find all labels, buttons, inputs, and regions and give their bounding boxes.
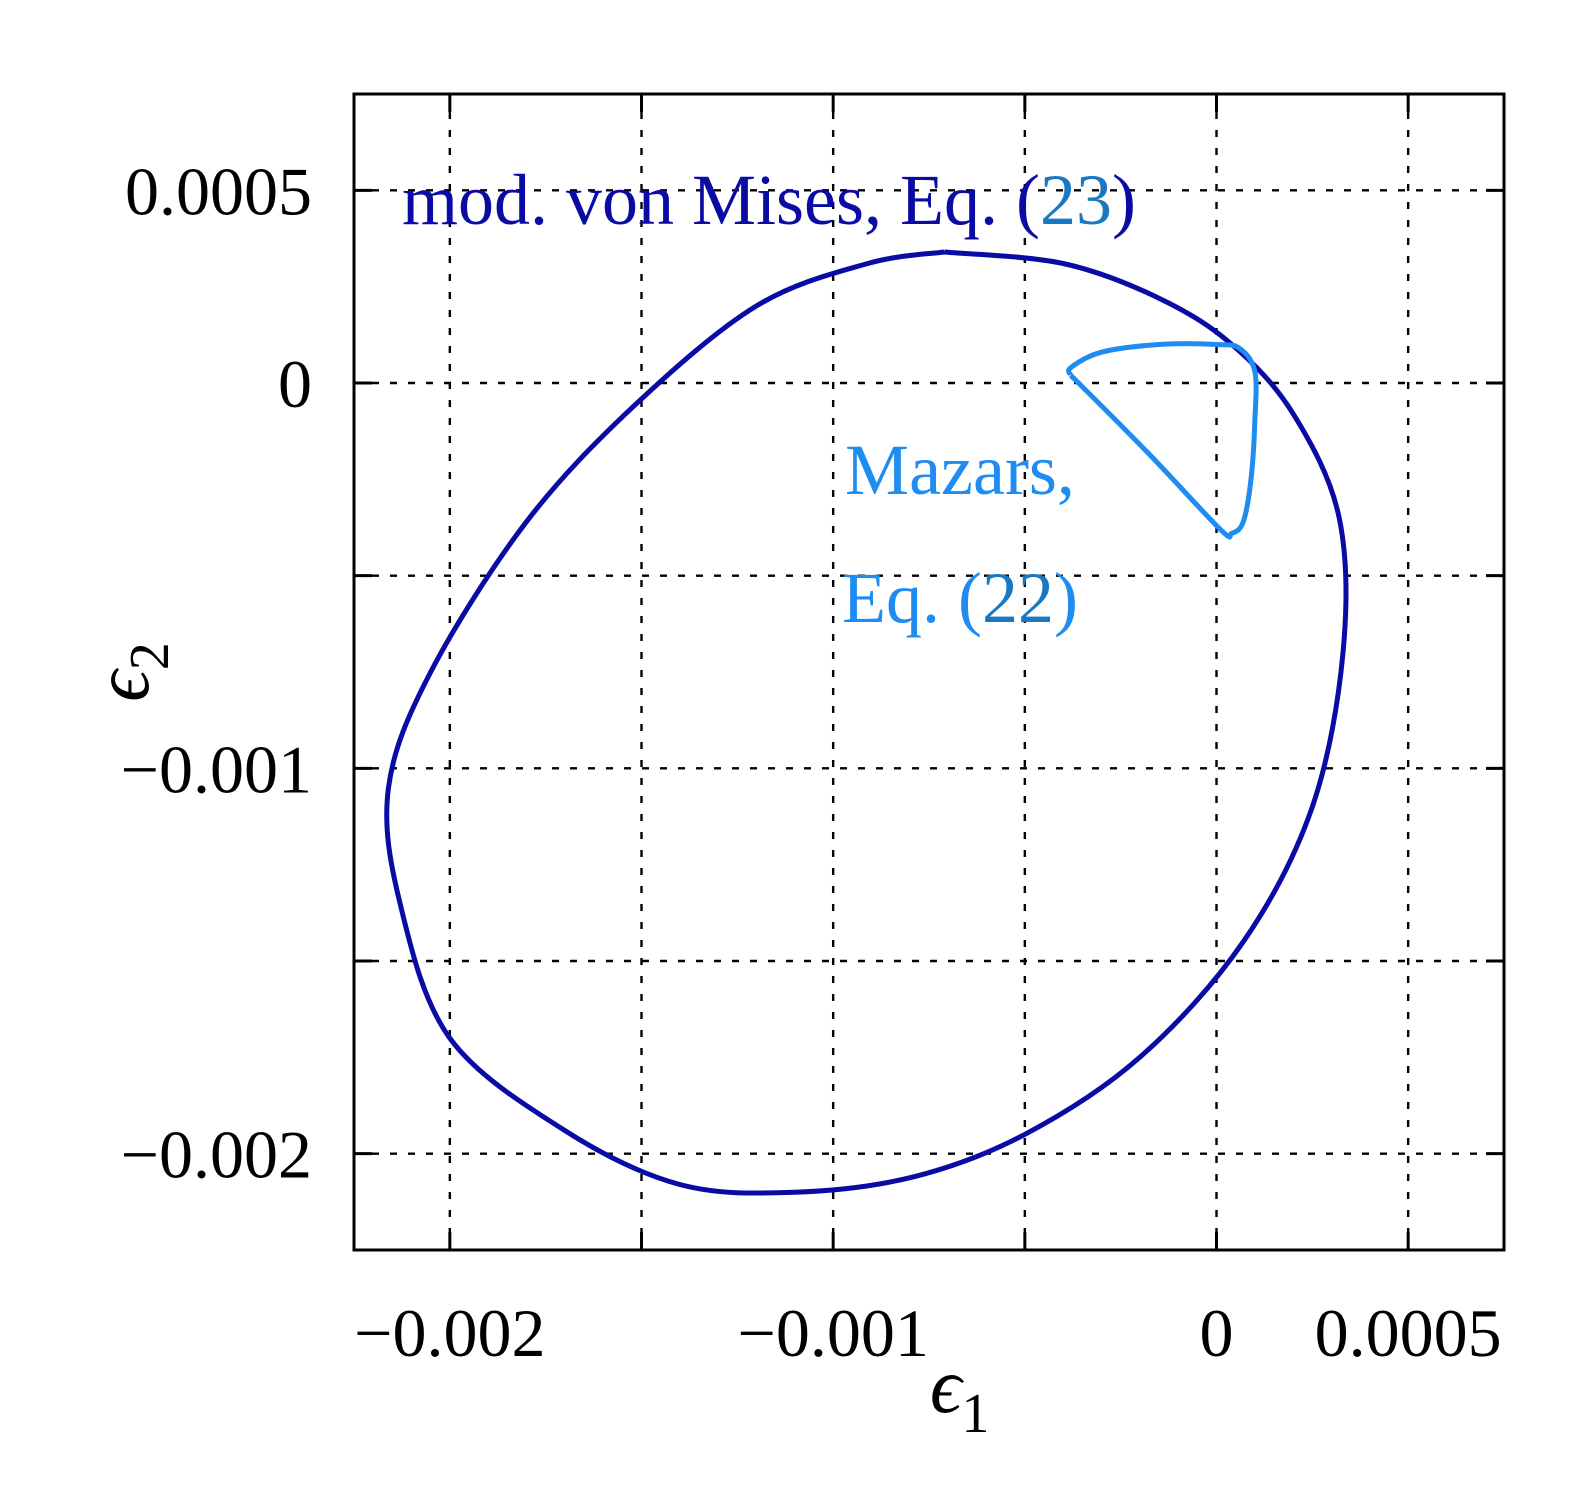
y-tick-label: 0 bbox=[278, 346, 312, 422]
series-group bbox=[384, 249, 1349, 1196]
x-tick-label: 0 bbox=[1200, 1295, 1234, 1371]
plot-frame bbox=[352, 92, 1506, 1252]
y-tick-labels: 0.0005 0 −0.001 −0.002 bbox=[121, 153, 312, 1192]
mazars-curve bbox=[1066, 341, 1259, 540]
y-tick-label: −0.001 bbox=[121, 731, 312, 807]
grid bbox=[354, 94, 1504, 1250]
x-tick-label: 0.0005 bbox=[1315, 1295, 1502, 1371]
x-tick-labels: −0.002 −0.001 0 0.0005 bbox=[354, 1295, 1502, 1371]
y-tick-label: 0.0005 bbox=[125, 153, 312, 229]
mazars-annotation-line1: Mazars, bbox=[845, 430, 1075, 510]
mazars-annotation-line2: Eq. (22) bbox=[842, 558, 1078, 638]
x-tick-label: −0.002 bbox=[354, 1295, 545, 1371]
y-axis-label: ϵ2 bbox=[78, 642, 181, 701]
von-mises-curve bbox=[384, 249, 1349, 1196]
x-tick-label: −0.001 bbox=[737, 1295, 928, 1371]
y-tick-label: −0.002 bbox=[121, 1117, 312, 1193]
von-mises-annotation: mod. von Mises, Eq. (23) bbox=[402, 160, 1136, 240]
axis-ticks bbox=[354, 94, 1504, 1250]
x-axis-label: ϵ1 bbox=[930, 1342, 989, 1445]
